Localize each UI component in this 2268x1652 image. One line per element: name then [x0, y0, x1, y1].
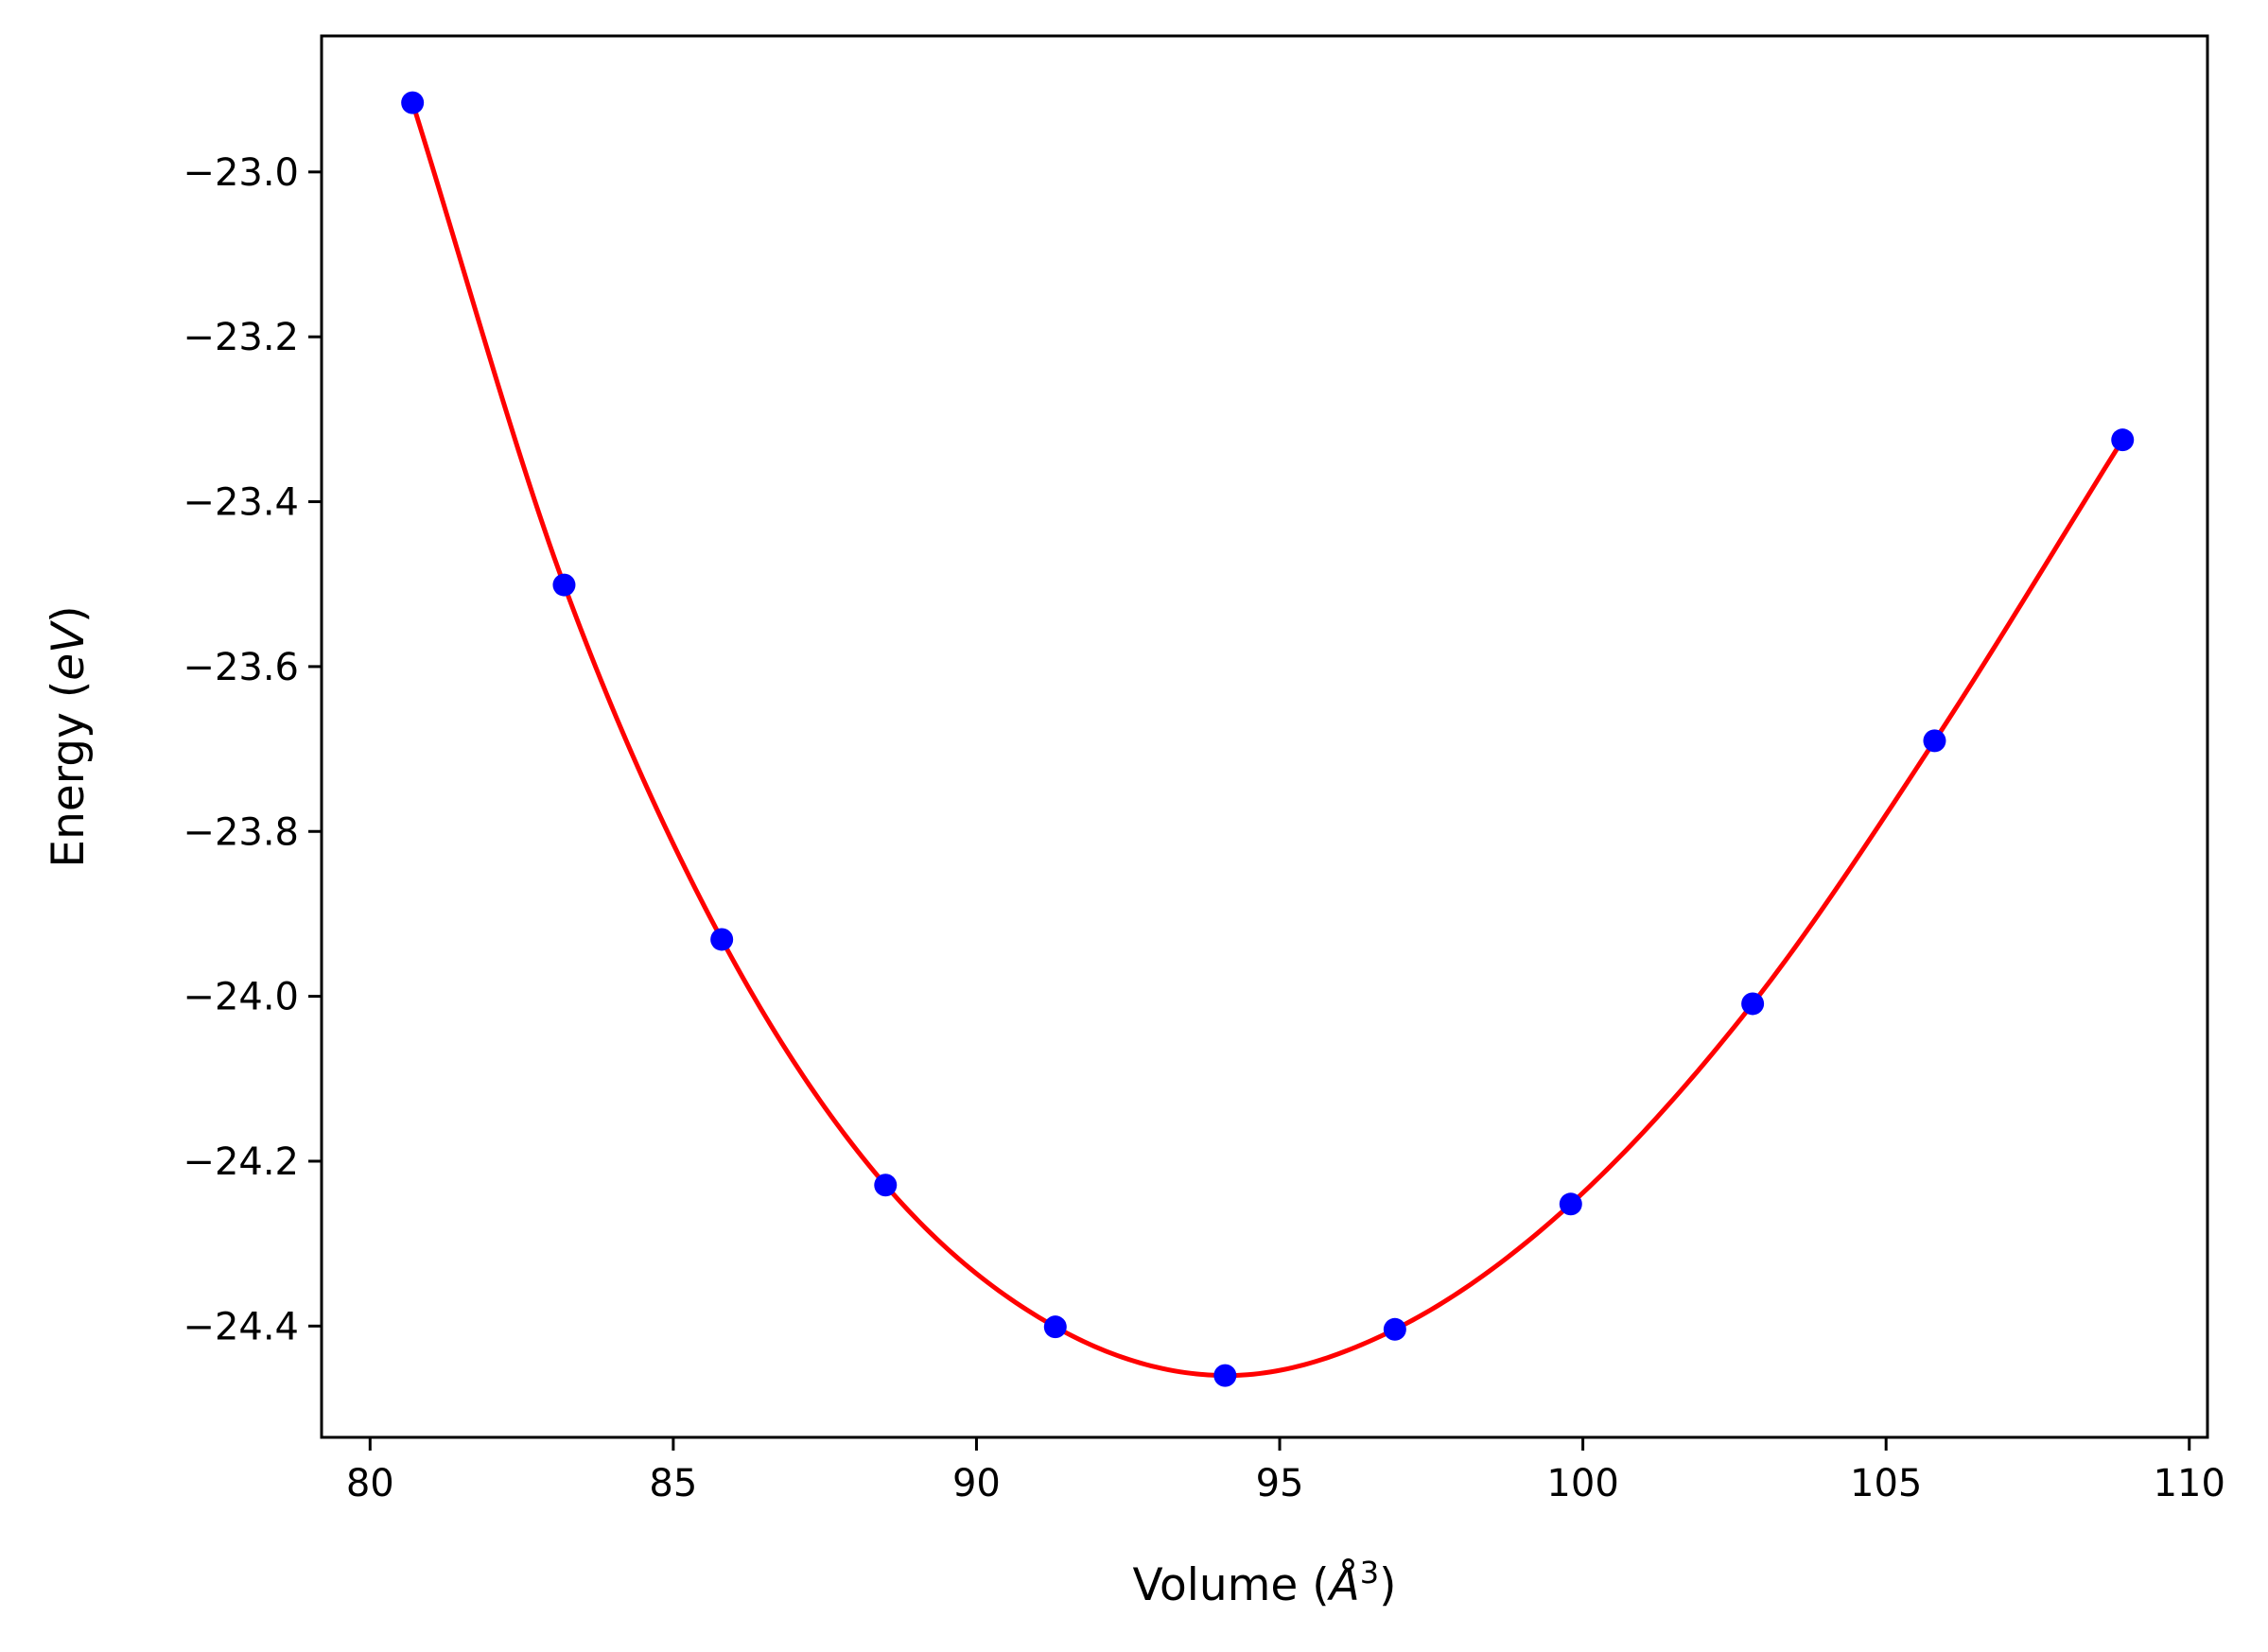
data-point: [1213, 1364, 1237, 1387]
x-tick-label: 100: [1546, 1462, 1618, 1505]
data-point: [2111, 428, 2135, 452]
x-tick-label: 105: [1850, 1462, 1922, 1505]
x-tick-label: 85: [649, 1462, 697, 1505]
y-tick-label: −23.6: [183, 646, 299, 689]
x-tick-label: 95: [1256, 1462, 1304, 1505]
x-tick-label: 80: [346, 1462, 394, 1505]
x-tick-label: 90: [952, 1462, 1001, 1505]
x-axis-ticks: 80 85 90 95 100 105 110: [346, 1437, 2225, 1505]
y-axis-ticks: −23.0 −23.2 −23.4 −23.6 −23.8 −24.0 −24.2 −24.4: [183, 151, 322, 1348]
y-axis-label: Energy (eV): [43, 605, 95, 867]
data-point: [401, 91, 425, 114]
y-tick-label: −23.0: [183, 151, 299, 195]
y-tick-label: −24.2: [183, 1140, 299, 1184]
y-tick-label: −23.8: [183, 810, 299, 854]
data-point: [1043, 1315, 1067, 1339]
data-points-layer: [401, 91, 2135, 1387]
y-tick-label: −24.4: [183, 1305, 299, 1348]
data-point: [552, 573, 576, 597]
data-point: [1923, 729, 1946, 753]
y-tick-label: −23.2: [183, 316, 299, 359]
y-tick-label: −23.4: [183, 481, 299, 525]
data-point: [1741, 992, 1765, 1016]
x-axis-label: Volume (Å3): [1133, 1555, 1397, 1611]
plot-frame: [320, 34, 2209, 1439]
data-point: [1559, 1192, 1582, 1216]
data-point: [874, 1174, 898, 1197]
data-point: [710, 928, 734, 951]
y-tick-label: −24.0: [183, 976, 299, 1019]
x-tick-label: 110: [2154, 1462, 2225, 1505]
data-point: [1383, 1317, 1406, 1341]
